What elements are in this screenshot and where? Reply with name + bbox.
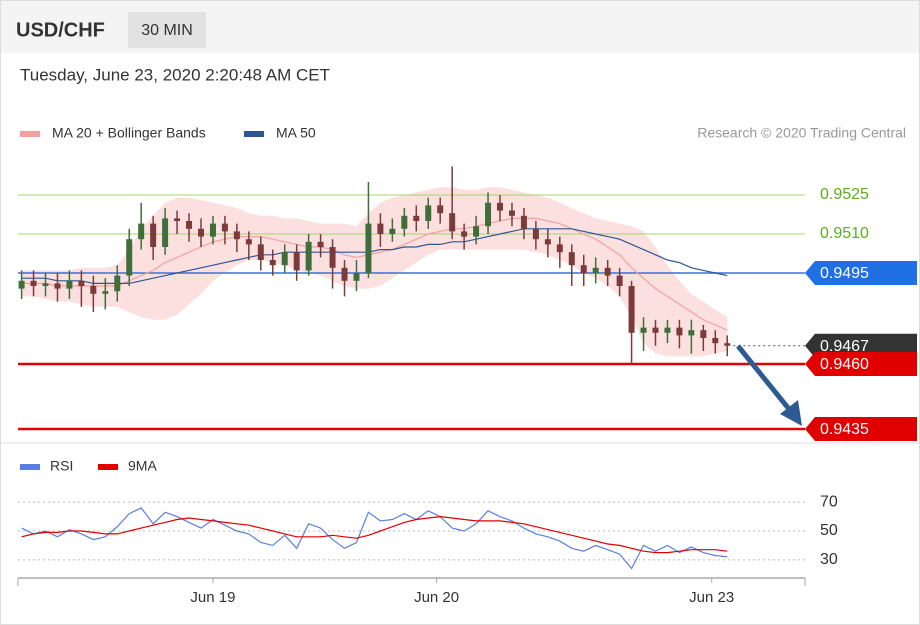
candle-body — [114, 275, 121, 292]
x-tick-label: Jun 20 — [414, 589, 459, 606]
candle-body — [341, 267, 348, 281]
subtitle: Tuesday, June 23, 2020 2:20:48 AM CET — [20, 65, 330, 84]
interval: 30 MIN — [141, 22, 193, 39]
candle-body — [664, 327, 671, 333]
candle-body — [186, 221, 193, 229]
moving-average — [21, 217, 728, 331]
candle-body — [377, 223, 384, 234]
forecast-arrow — [736, 344, 795, 416]
candle-body — [628, 286, 635, 333]
candle-body — [197, 228, 204, 237]
moving-average — [21, 228, 728, 284]
candle-body — [102, 291, 109, 294]
candle-body — [365, 223, 372, 273]
level-label: 0.9495 — [820, 265, 869, 282]
forecast-arrowhead — [780, 400, 802, 426]
candle-body — [497, 202, 504, 211]
candle-body — [18, 280, 25, 289]
candle-body — [305, 241, 312, 271]
y-tick-label: 70 — [820, 493, 838, 510]
legend-swatch — [20, 131, 40, 137]
candle-body — [329, 247, 336, 268]
candle-body — [389, 228, 396, 234]
candle-body — [592, 267, 599, 273]
candle-body — [90, 286, 97, 294]
interval-box — [128, 12, 206, 48]
candle-body — [568, 252, 575, 266]
candle-body — [162, 218, 169, 247]
candle-body — [604, 267, 611, 276]
candle-body — [688, 330, 695, 336]
candle-body — [508, 210, 515, 216]
level-label: 0.9525 — [820, 186, 869, 203]
candle-body — [425, 205, 432, 221]
legend-label: RSI — [50, 458, 73, 474]
candle-body — [532, 228, 539, 240]
candle-body — [652, 327, 659, 333]
level-tag — [805, 417, 917, 441]
chart-title: USD/CHF — [16, 19, 105, 41]
candle-body — [640, 327, 647, 333]
candle-body — [520, 215, 527, 229]
candle-body — [42, 283, 49, 286]
level-label: 0.9467 — [820, 338, 869, 355]
legend-label: MA 50 — [276, 125, 316, 141]
series-line — [21, 507, 728, 570]
legend-swatch — [98, 464, 118, 470]
candle-body — [126, 239, 133, 276]
candle-body — [437, 205, 444, 214]
candle-body — [221, 223, 228, 232]
candle-body — [413, 215, 420, 221]
candle-body — [580, 265, 587, 273]
candle-body — [174, 218, 181, 221]
candle-body — [269, 260, 276, 266]
level-label: 0.9460 — [820, 356, 869, 373]
level-label: 0.9510 — [820, 225, 869, 242]
candle-body — [317, 241, 324, 247]
level-tag — [805, 333, 917, 358]
candle-body — [724, 343, 731, 346]
candle-body — [401, 215, 408, 229]
legend-label: 9MA — [128, 458, 157, 474]
candle-body — [353, 273, 360, 281]
candle-body — [712, 338, 719, 344]
candle-body — [138, 223, 145, 240]
x-tick-label: Jun 23 — [689, 589, 734, 606]
source: Research © 2020 Trading Central — [697, 125, 906, 141]
candle-body — [257, 244, 264, 260]
candle-body — [461, 231, 468, 237]
candle-body — [54, 283, 61, 289]
candle-body — [78, 280, 85, 286]
candle-body — [30, 280, 37, 286]
series-line — [21, 515, 728, 554]
candle-body — [473, 226, 480, 237]
candle-body — [150, 223, 157, 247]
candle-body — [544, 239, 551, 245]
candle-body — [449, 213, 456, 232]
candle-body — [485, 202, 492, 227]
level-tag — [805, 261, 917, 285]
candle-body — [233, 231, 240, 240]
candle-body — [556, 244, 563, 253]
candle-body — [245, 239, 252, 245]
candle-body — [676, 327, 683, 336]
candle-body — [700, 330, 707, 338]
level-label: 0.9435 — [820, 421, 869, 438]
y-tick-label: 30 — [820, 551, 838, 568]
legend-swatch — [244, 131, 264, 137]
level-tag — [805, 352, 917, 376]
x-tick-label: Jun 19 — [190, 589, 235, 606]
candle-body — [293, 252, 300, 271]
candle-body — [209, 223, 216, 237]
legend-swatch — [20, 464, 40, 470]
candle-body — [281, 252, 288, 266]
candle-body — [66, 280, 73, 289]
candle-body — [616, 275, 623, 286]
y-tick-label: 50 — [820, 522, 838, 539]
legend-label: MA 20 + Bollinger Bands — [52, 125, 206, 141]
